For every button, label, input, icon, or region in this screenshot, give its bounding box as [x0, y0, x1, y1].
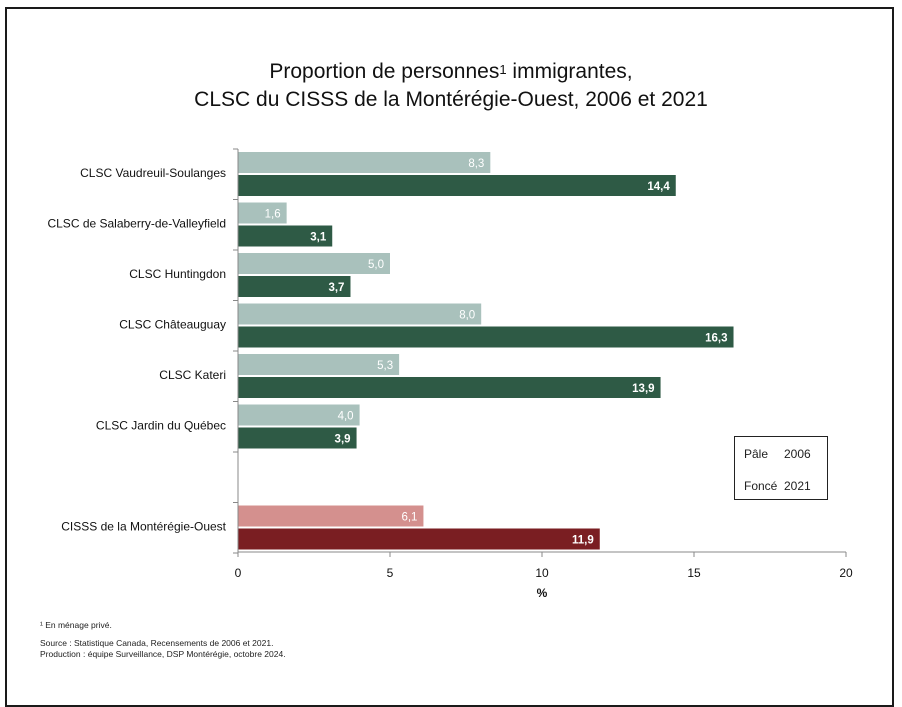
category-label: CLSC de Salaberry-de-Valleyfield: [47, 217, 226, 231]
bar: [238, 276, 351, 297]
x-axis-label: %: [537, 586, 548, 600]
data-label: 1,6: [265, 209, 281, 221]
x-tick-label: 10: [535, 566, 549, 580]
category-label: CLSC Vaudreuil-Soulanges: [80, 166, 226, 180]
bar: [238, 175, 676, 196]
bar: [238, 404, 360, 426]
data-label: 4,0: [338, 411, 354, 423]
bar: [238, 354, 400, 375]
legend-entry-2006: Pâle 2006: [744, 447, 824, 461]
bar-chart: CLSC Vaudreuil-Soulanges 8,3 14,4 CLSC de S…: [47, 148, 853, 600]
data-label: 3,9: [335, 434, 351, 446]
bar: [238, 326, 734, 348]
bar: [238, 505, 424, 527]
legend: Pâle 2006 Foncé 2021: [734, 436, 828, 500]
chart-title: Proportion de personnes1 immigrantes, CL…: [0, 58, 902, 114]
data-label: 8,0: [459, 310, 475, 322]
bar: [238, 303, 482, 325]
x-tick-label: 20: [839, 566, 853, 580]
production-note: Production : équipe Surveillance, DSP Mo…: [40, 649, 286, 659]
legend-entry-2021: Foncé 2021: [744, 479, 824, 493]
data-label: 16,3: [705, 333, 727, 345]
footnote: ¹ En ménage privé.: [40, 620, 112, 630]
data-label: 11,9: [572, 535, 594, 547]
legend-shade-label: Pâle: [744, 447, 769, 461]
bar: [238, 225, 333, 247]
data-label: 6,1: [401, 512, 417, 524]
category-label: CLSC Kateri: [159, 368, 226, 382]
bar: [238, 152, 491, 173]
chart-title-line1: Proportion de personnes1 immigrantes,: [269, 60, 633, 83]
x-tick-label: 5: [387, 566, 394, 580]
source-note: Source : Statistique Canada, Recensement…: [40, 638, 274, 648]
data-label: 3,7: [328, 282, 344, 294]
bar: [238, 427, 357, 449]
category-label: CISSS de la Montérégie-Ouest: [61, 520, 226, 534]
x-tick-label: 0: [235, 566, 242, 580]
legend-year-label: 2006: [784, 447, 811, 461]
data-label: 8,3: [468, 158, 484, 170]
chart-title-line2: CLSC du CISSS de la Montérégie-Ouest, 20…: [194, 88, 708, 111]
data-label: 5,3: [377, 360, 393, 372]
data-label: 5,0: [368, 259, 384, 271]
data-label: 3,1: [310, 232, 327, 244]
bar: [238, 202, 287, 224]
category-label: CLSC Châteauguay: [119, 318, 226, 332]
bar: [238, 377, 661, 398]
category-label: CLSC Jardin du Québec: [96, 419, 226, 433]
category-label: CLSC Huntingdon: [129, 267, 226, 281]
legend-shade-label: Foncé: [744, 479, 778, 493]
data-label: 13,9: [632, 383, 654, 395]
bar: [238, 253, 390, 274]
x-tick-label: 15: [687, 566, 701, 580]
data-label: 14,4: [647, 181, 670, 193]
bar: [238, 528, 600, 550]
legend-year-label: 2021: [784, 479, 811, 493]
